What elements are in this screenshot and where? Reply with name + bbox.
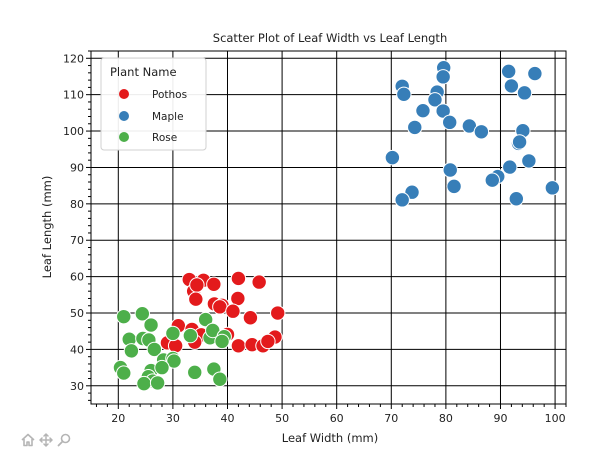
- point-rose: [143, 317, 159, 333]
- point-rose: [187, 364, 203, 381]
- y-tick-label: 70: [70, 234, 84, 247]
- zoom-icon[interactable]: [56, 432, 72, 448]
- chart-title: Scatter Plot of Leaf Width vs Leaf Lengt…: [213, 31, 447, 45]
- point-maple: [473, 124, 490, 140]
- legend-marker-maple: [119, 111, 129, 121]
- x-tick-label: 40: [220, 412, 234, 425]
- y-axis-label: Leaf Length (mm): [40, 176, 54, 279]
- point-rose: [146, 341, 163, 358]
- point-maple: [394, 192, 410, 208]
- point-rose: [116, 308, 132, 325]
- y-tick-label: 90: [70, 161, 84, 174]
- y-axis-ticks: 30 40 50 60 70 80 90 100 110 120: [63, 50, 91, 401]
- legend-box: [100, 57, 207, 151]
- point-maple: [415, 102, 431, 119]
- data-points: [112, 60, 561, 392]
- legend-label-rose: Rose: [152, 132, 177, 144]
- point-pothos: [270, 305, 286, 321]
- point-maple: [442, 114, 458, 131]
- y-tick-label: 30: [70, 380, 84, 393]
- point-maple: [484, 172, 500, 188]
- legend-marker-pothos: [119, 89, 129, 99]
- point-maple: [442, 162, 458, 178]
- point-maple: [544, 180, 561, 196]
- x-tick-label: 70: [384, 412, 398, 425]
- point-rose: [214, 333, 230, 350]
- point-pothos: [189, 277, 205, 293]
- point-maple: [396, 86, 412, 103]
- legend-label-pothos: Pothos: [152, 89, 187, 101]
- point-rose: [123, 343, 140, 359]
- point-maple: [407, 119, 423, 136]
- point-maple: [503, 78, 520, 94]
- point-pothos: [260, 333, 276, 350]
- point-maple: [384, 149, 401, 166]
- point-pothos: [251, 274, 267, 290]
- y-tick-label: 100: [63, 125, 84, 138]
- point-maple: [502, 159, 518, 175]
- point-pothos: [230, 338, 247, 354]
- x-tick-label: 30: [166, 412, 180, 425]
- point-rose: [166, 353, 182, 369]
- point-maple: [500, 63, 517, 80]
- y-tick-label: 80: [70, 198, 84, 211]
- home-icon[interactable]: [20, 432, 36, 448]
- point-maple: [435, 69, 451, 85]
- point-maple: [446, 178, 462, 195]
- point-pothos: [230, 270, 247, 287]
- point-maple: [521, 153, 537, 169]
- y-tick-label: 120: [63, 52, 84, 65]
- x-tick-label: 100: [545, 412, 566, 425]
- point-rose: [197, 311, 214, 328]
- point-rose: [182, 327, 199, 344]
- x-axis-ticks: 20 30 40 50 60 70 80 90 100: [95, 404, 567, 425]
- point-pothos: [225, 303, 241, 319]
- x-tick-label: 20: [111, 412, 125, 425]
- point-maple: [427, 92, 443, 108]
- x-axis-label: Leaf Width (mm): [282, 431, 378, 445]
- point-maple: [511, 134, 528, 150]
- pan-icon[interactable]: [38, 432, 54, 448]
- legend-marker-rose: [119, 132, 129, 142]
- point-maple: [527, 65, 543, 82]
- legend: Plant Name Pothos Maple Rose: [100, 57, 207, 151]
- point-rose: [212, 371, 228, 387]
- point-pothos: [212, 299, 228, 315]
- point-maple: [508, 191, 525, 207]
- point-maple: [516, 85, 533, 101]
- point-rose: [149, 375, 166, 391]
- y-tick-label: 50: [70, 307, 84, 320]
- x-tick-label: 50: [275, 412, 289, 425]
- y-tick-label: 40: [70, 343, 84, 356]
- plot-frame: [90, 50, 567, 405]
- point-maple: [435, 103, 451, 119]
- point-pothos: [206, 276, 222, 292]
- point-pothos: [242, 310, 259, 326]
- point-rose: [165, 325, 181, 342]
- point-rose: [136, 375, 152, 392]
- x-tick-label: 60: [330, 412, 344, 425]
- plot-toolbar: [20, 432, 72, 448]
- legend-label-maple: Maple: [152, 111, 184, 123]
- x-tick-label: 90: [493, 412, 507, 425]
- legend-title: Plant Name: [110, 65, 177, 79]
- point-rose: [116, 365, 132, 381]
- x-tick-label: 80: [439, 412, 453, 425]
- point-rose: [154, 359, 170, 376]
- y-tick-label: 110: [63, 89, 84, 102]
- point-pothos: [188, 291, 204, 307]
- point-rose: [134, 306, 151, 322]
- y-tick-label: 60: [70, 271, 84, 284]
